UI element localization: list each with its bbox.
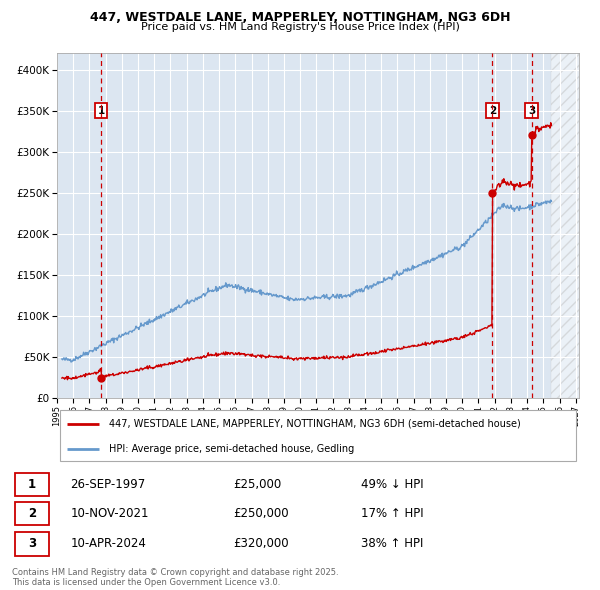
FancyBboxPatch shape bbox=[59, 411, 577, 461]
Text: 17% ↑ HPI: 17% ↑ HPI bbox=[361, 507, 424, 520]
Text: 10-APR-2024: 10-APR-2024 bbox=[70, 537, 146, 550]
Text: 26-SEP-1997: 26-SEP-1997 bbox=[70, 478, 145, 491]
Text: 2: 2 bbox=[28, 507, 36, 520]
Text: 447, WESTDALE LANE, MAPPERLEY, NOTTINGHAM, NG3 6DH: 447, WESTDALE LANE, MAPPERLEY, NOTTINGHA… bbox=[90, 11, 510, 24]
Text: Contains HM Land Registry data © Crown copyright and database right 2025.
This d: Contains HM Land Registry data © Crown c… bbox=[12, 568, 338, 587]
FancyBboxPatch shape bbox=[15, 473, 49, 496]
Text: Price paid vs. HM Land Registry's House Price Index (HPI): Price paid vs. HM Land Registry's House … bbox=[140, 22, 460, 32]
Text: 447, WESTDALE LANE, MAPPERLEY, NOTTINGHAM, NG3 6DH (semi-detached house): 447, WESTDALE LANE, MAPPERLEY, NOTTINGHA… bbox=[109, 419, 521, 429]
Text: 1: 1 bbox=[28, 478, 36, 491]
Text: 49% ↓ HPI: 49% ↓ HPI bbox=[361, 478, 424, 491]
FancyBboxPatch shape bbox=[15, 502, 49, 526]
Text: HPI: Average price, semi-detached house, Gedling: HPI: Average price, semi-detached house,… bbox=[109, 444, 355, 454]
Text: 1: 1 bbox=[98, 106, 105, 116]
Text: 2: 2 bbox=[489, 106, 496, 116]
Text: £250,000: £250,000 bbox=[233, 507, 289, 520]
Text: 3: 3 bbox=[28, 537, 36, 550]
Text: £25,000: £25,000 bbox=[233, 478, 281, 491]
Text: 3: 3 bbox=[528, 106, 535, 116]
Text: £320,000: £320,000 bbox=[233, 537, 289, 550]
Text: 10-NOV-2021: 10-NOV-2021 bbox=[70, 507, 149, 520]
Text: 38% ↑ HPI: 38% ↑ HPI bbox=[361, 537, 424, 550]
FancyBboxPatch shape bbox=[15, 532, 49, 556]
